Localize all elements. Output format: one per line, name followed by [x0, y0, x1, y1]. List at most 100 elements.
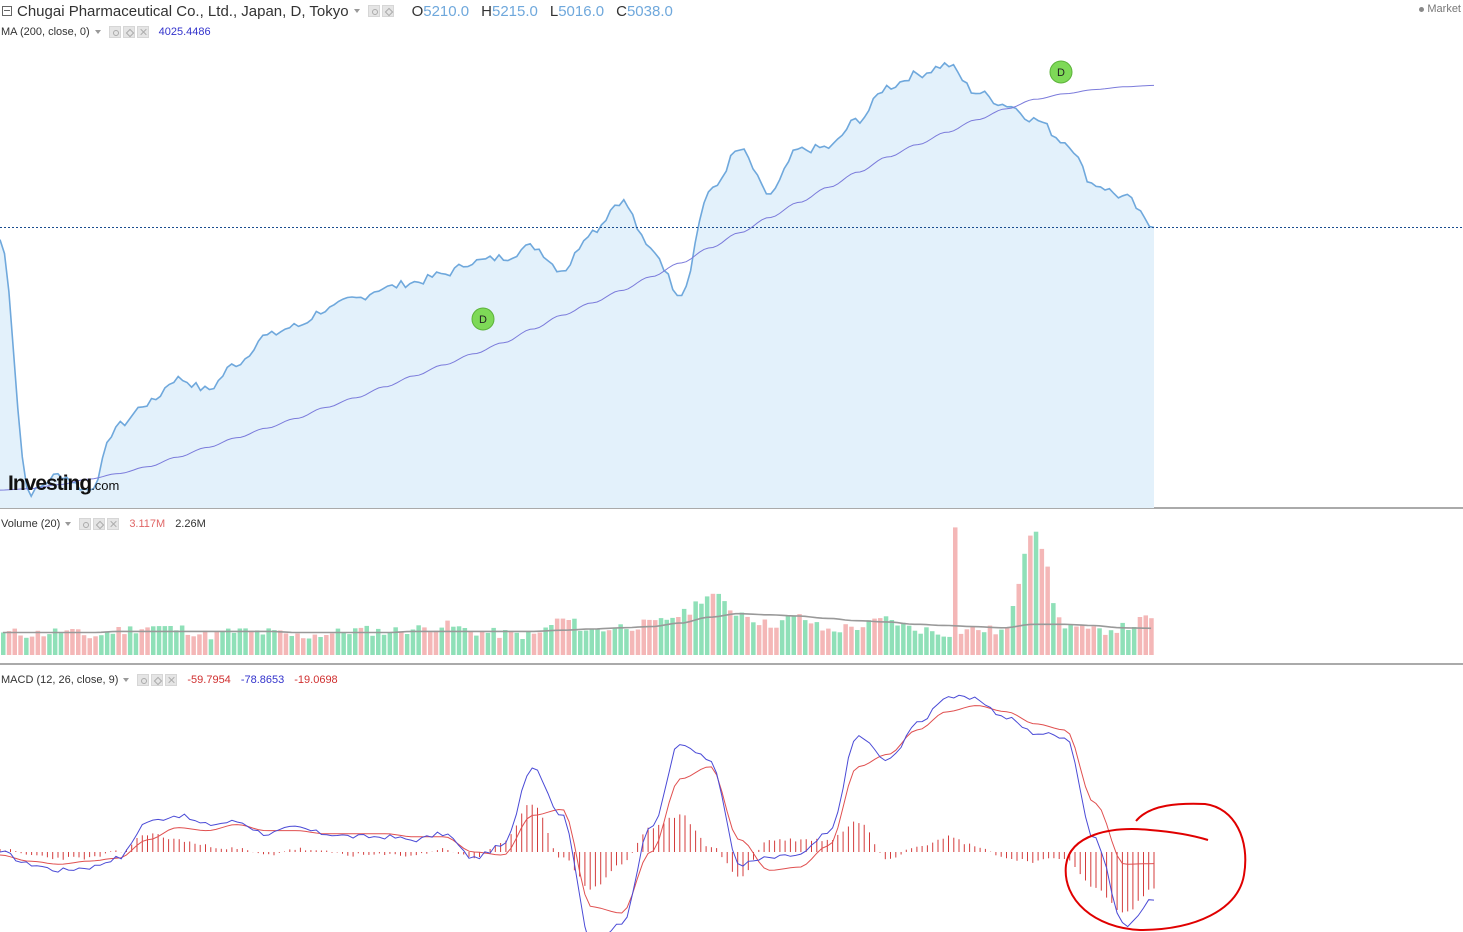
volume-bar — [93, 636, 98, 655]
volume-bar — [843, 624, 848, 655]
instrument-title[interactable]: Chugai Pharmaceutical Co., Ltd., Japan, … — [17, 2, 349, 20]
volume-bar — [468, 631, 473, 655]
volume-bar — [976, 630, 981, 655]
volume-bar — [785, 615, 791, 655]
volume-bar — [1010, 606, 1016, 655]
volume-bar — [12, 628, 17, 655]
volume-bar — [722, 601, 727, 655]
volume-bar — [1051, 603, 1056, 655]
volume-bar — [220, 632, 225, 655]
volume-bar — [987, 625, 993, 655]
volume-bar — [306, 638, 312, 655]
volume-bar — [1028, 535, 1033, 655]
volume-bar — [958, 633, 964, 655]
gear-icon[interactable] — [122, 26, 135, 38]
volume-bar — [543, 627, 548, 655]
chevron-down-icon[interactable] — [123, 678, 130, 682]
volume-bar — [981, 632, 987, 655]
ma-line — [0, 84, 1155, 491]
eye-icon[interactable] — [108, 26, 121, 38]
chart-header: Chugai Pharmaceutical Co., Ltd., Japan, … — [0, 1, 677, 21]
volume-bar — [658, 618, 664, 655]
volume-bar — [1137, 617, 1143, 655]
volume-bar — [410, 629, 416, 655]
eye-icon[interactable] — [137, 674, 150, 686]
volume-value: 3.117M — [129, 518, 166, 530]
volume-bar — [964, 629, 970, 655]
eye-icon[interactable] — [367, 5, 380, 17]
volume-bar — [266, 628, 271, 655]
volume-bar — [462, 628, 468, 655]
market-status: Market — [1419, 3, 1461, 15]
chevron-down-icon[interactable] — [94, 30, 101, 34]
volume-bar — [381, 634, 387, 655]
macd-label[interactable]: MACD (12, 26, close, 9) — [1, 674, 119, 686]
volume-label[interactable]: Volume (20) — [1, 518, 61, 530]
ma-label[interactable]: MA (200, close, 0) — [1, 26, 90, 38]
volume-bar — [1108, 630, 1114, 655]
volume-pane — [1, 527, 1154, 655]
volume-bar — [376, 628, 381, 655]
chevron-down-icon[interactable] — [65, 522, 72, 526]
volume-bar — [912, 630, 918, 655]
volume-bar — [1, 632, 6, 655]
volume-bar — [76, 629, 81, 655]
volume-bar — [629, 630, 635, 655]
volume-bar — [768, 627, 773, 655]
volume-bar — [214, 631, 219, 655]
volume-bar — [1097, 628, 1102, 655]
volume-bar — [756, 625, 762, 655]
volume-bar — [653, 620, 658, 655]
volume-bar — [237, 628, 243, 655]
gear-icon[interactable] — [381, 5, 394, 17]
volume-bar — [139, 629, 144, 655]
volume-bar — [104, 632, 110, 655]
volume-bar — [514, 632, 519, 655]
volume-bar — [739, 612, 745, 655]
dividend-marker: D — [471, 307, 495, 331]
volume-bar — [635, 629, 641, 655]
volume-bar — [404, 634, 410, 655]
volume-bar — [1085, 628, 1091, 655]
volume-bar — [1068, 624, 1073, 655]
ma-value: 4025.4486 — [158, 26, 211, 38]
gear-icon[interactable] — [151, 674, 164, 686]
volume-bar — [451, 626, 456, 655]
collapse-icon[interactable] — [2, 6, 12, 16]
volume-bar — [710, 593, 716, 655]
volume-bar — [301, 638, 306, 655]
macd-signal-line — [0, 705, 1155, 914]
volume-bar — [941, 636, 946, 655]
volume-bar — [433, 630, 439, 655]
volume-bar — [116, 627, 121, 655]
volume-bar — [295, 633, 300, 655]
volume-bar — [837, 632, 843, 655]
volume-bar — [145, 627, 150, 655]
chevron-down-icon[interactable] — [353, 9, 360, 13]
volume-bar — [503, 630, 508, 655]
eye-icon[interactable] — [79, 518, 92, 530]
volume-bar — [64, 630, 69, 655]
volume-bar — [947, 636, 952, 655]
marker-label: D — [479, 314, 487, 326]
volume-bar — [831, 631, 837, 655]
gear-icon[interactable] — [93, 518, 106, 530]
volume-bar — [52, 628, 58, 655]
close-icon[interactable] — [165, 674, 178, 686]
macd-line — [0, 694, 1155, 932]
volume-bar — [243, 628, 248, 655]
volume-bar — [485, 632, 491, 655]
volume-bar — [1062, 628, 1068, 655]
ma-legend: MA (200, close, 0) 4025.4486 — [0, 22, 211, 42]
volume-bar — [289, 636, 294, 655]
close-icon[interactable] — [136, 26, 149, 38]
volume-bar — [87, 638, 92, 655]
volume-bar — [347, 634, 352, 655]
close-icon[interactable] — [107, 518, 120, 530]
volume-bar — [226, 628, 231, 655]
volume-bar — [681, 608, 687, 655]
volume-bar — [751, 622, 756, 655]
volume-bar — [191, 636, 196, 655]
volume-bar — [762, 619, 768, 655]
